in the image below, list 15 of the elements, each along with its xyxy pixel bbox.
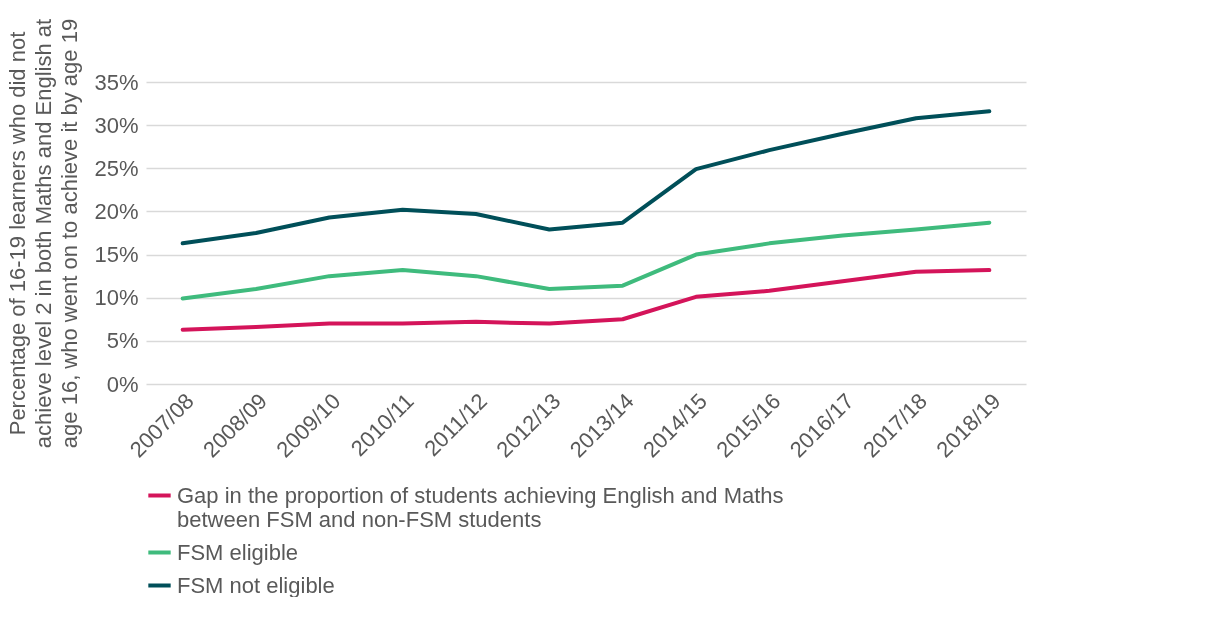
y-tick-label: 25% (94, 155, 139, 181)
y-tick-label: 10% (94, 285, 139, 311)
y-tick-label: 30% (94, 112, 139, 138)
y-axis-title: Percentage of 16-19 learners who did not achieve level 2 in both Maths and English at age 16, who went on to achieve it by age 19 (5, 18, 83, 449)
y-tick-label: 0% (106, 371, 139, 397)
line-series (180, 220, 992, 301)
line-series (180, 109, 992, 246)
line-series (180, 268, 992, 332)
legend-label: Gap in the proportion of students achieving English and Maths between FSM and non-FSM students (177, 482, 784, 532)
y-tick-label: 15% (94, 242, 139, 268)
y-tick-label: 35% (94, 69, 139, 95)
y-tick-label: 5% (106, 328, 139, 354)
y-tick-label: 20% (94, 198, 139, 224)
legend-label: FSM not eligible (177, 572, 335, 598)
legend-label: FSM eligible (177, 539, 299, 565)
